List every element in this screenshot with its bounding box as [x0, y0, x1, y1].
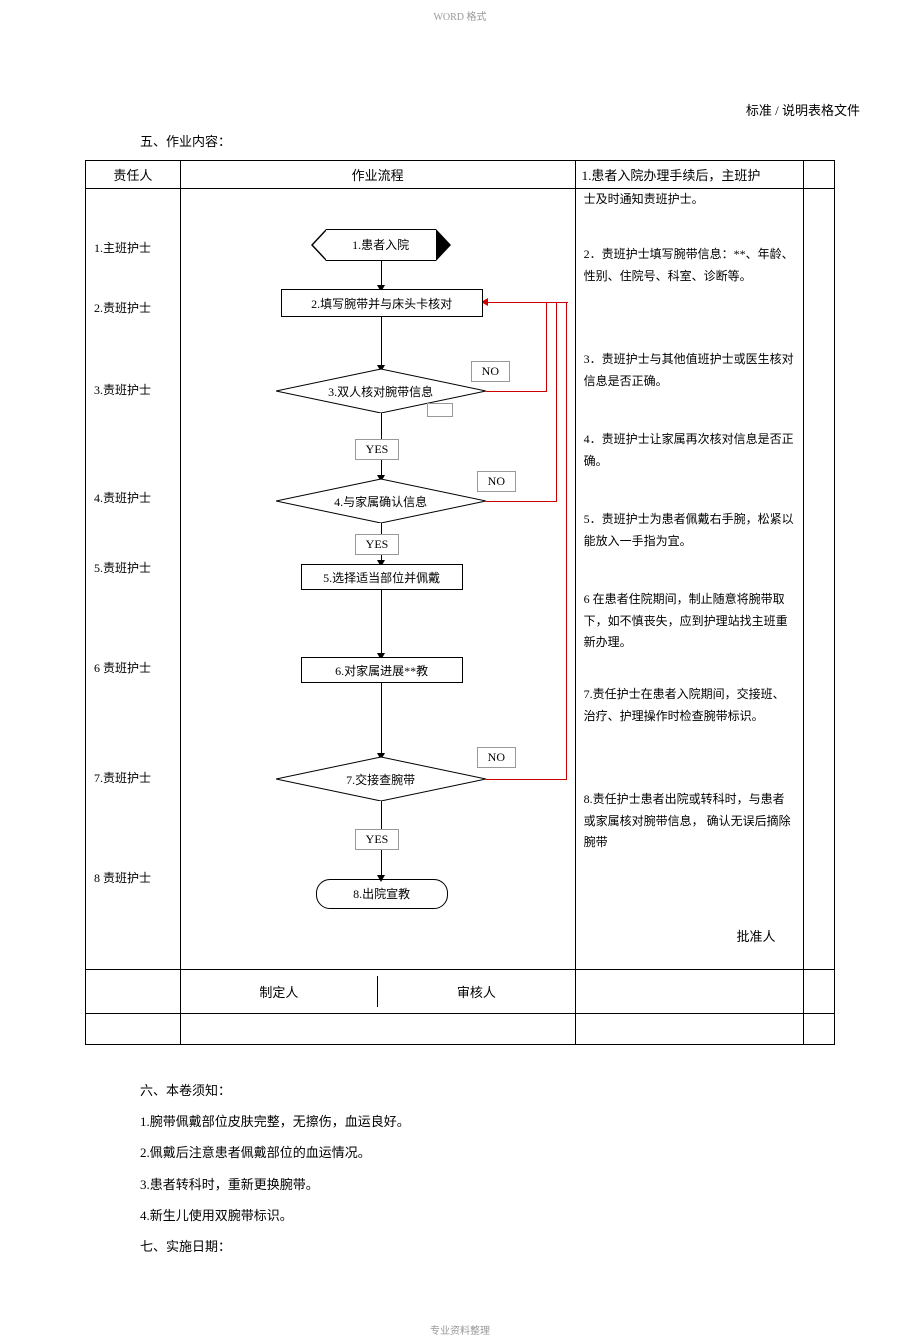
section6-title: 六、本卷须知：: [140, 1075, 920, 1106]
resp-5: 5.责班护士: [94, 559, 151, 576]
description-cell: 士及时通知责班护士。 2．责班护士填写腕带信息：**、年龄、性别、住院号、科室、…: [575, 189, 804, 970]
resp-7: 7.责班护士: [94, 769, 151, 786]
flow-node-1: 1.患者入院: [326, 229, 436, 261]
no-line: [546, 302, 547, 392]
auditor-label: 审核人: [378, 976, 575, 1007]
approver-label: 批准人: [584, 919, 796, 954]
flow-node-7: 7.交接查腕带: [276, 757, 486, 801]
header-desc-first: 1.患者入院办理手续后，主班护: [575, 161, 804, 189]
note-4: 4.新生儿使用双腕带标识。: [140, 1200, 920, 1231]
no-line: [566, 302, 567, 780]
footer-row-2: [86, 1014, 835, 1045]
flow-node-1-label: 1.患者入院: [352, 238, 409, 252]
resp-8: 8 责班护士: [94, 869, 151, 886]
section7-title: 七、实施日期：: [140, 1231, 920, 1262]
resp-2: 2.责班护士: [94, 299, 151, 316]
resp-3: 3.责班护士: [94, 381, 151, 398]
flow-node-4-label: 4.与家属确认信息: [276, 493, 486, 510]
no-line: [556, 302, 557, 502]
no-line: [486, 391, 546, 392]
connector: [381, 317, 382, 369]
resp-6: 6 责班护士: [94, 659, 151, 676]
desc-4: 4．责班护士让家属再次核对信息是否正确。: [584, 429, 796, 472]
flow-node-3: 3.双人核对腕带信息: [276, 369, 486, 413]
desc-3: 3．责班护士与其他值班护士或医生核对信息是否正确。: [584, 349, 796, 392]
header-responsible: 责任人: [86, 161, 181, 189]
connector: [381, 682, 382, 757]
header-flow: 作业流程: [180, 161, 575, 189]
no-line: [486, 302, 568, 303]
desc-5: 5．责班护士为患者佩戴右手腕，松紧以能放入一手指为宜。: [584, 509, 796, 552]
resp-4: 4.责班护士: [94, 489, 151, 506]
extra-cell: [804, 189, 835, 970]
watermark-top: WORD 格式: [0, 0, 920, 31]
resp-1: 1.主班护士: [94, 239, 151, 256]
flow-node-4: 4.与家属确认信息: [276, 479, 486, 523]
flow-node-2-label: 2.填写腕带并与床头卡核对: [311, 295, 452, 312]
section5-title: 五、作业内容：: [140, 131, 920, 150]
desc-2: 2．责班护士填写腕带信息：**、年龄、性别、住院号、科室、诊断等。: [584, 244, 796, 287]
table-header-row: 责任人 作业流程 1.患者入院办理手续后，主班护: [86, 161, 835, 189]
flow-node-8: 8.出院宣教: [316, 879, 448, 909]
desc-1b: 士及时通知责班护士。: [584, 189, 796, 211]
no-label-4: NO: [477, 471, 516, 492]
no-line: [486, 501, 556, 502]
connector: [381, 589, 382, 657]
yes-label-4: YES: [355, 534, 400, 555]
note-1: 1.腕带佩戴部位皮肤完整，无擦伤，血运良好。: [140, 1106, 920, 1137]
flow-node-3-label: 3.双人核对腕带信息: [276, 383, 486, 400]
desc-7: 7.责任护士在患者入院期间，交接班、治疗、护理操作时检查腕带标识。: [584, 684, 796, 727]
notes-section: 六、本卷须知： 1.腕带佩戴部位皮肤完整，无擦伤，血运良好。 2.佩戴后注意患者…: [140, 1075, 920, 1262]
flow-node-6: 6.对家属进展**教: [301, 657, 463, 683]
main-table: 责任人 作业流程 1.患者入院办理手续后，主班护 1.主班护士 2.责班护士 3…: [85, 160, 835, 1045]
flow-node-5-label: 5.选择适当部位并佩戴: [323, 569, 440, 586]
desc-8: 8.责任护士患者出院或转科时，与患者或家属核对腕带信息， 确认无误后摘除腕带: [584, 789, 796, 854]
flow-node-7-label: 7.交接查腕带: [276, 771, 486, 788]
no-label-7: NO: [477, 747, 516, 768]
corner-doc-type: 标准 / 说明表格文件: [746, 100, 860, 119]
no-line: [486, 779, 566, 780]
no-label-3: NO: [471, 361, 510, 382]
watermark-bottom: 专业资料整理: [0, 1322, 920, 1337]
flow-node-6-label: 6.对家属进展**教: [335, 662, 428, 679]
note-2: 2.佩戴后注意患者佩戴部位的血运情况。: [140, 1137, 920, 1168]
small-connector-box: [427, 403, 453, 417]
responsible-cell: 1.主班护士 2.责班护士 3.责班护士 4.责班护士 5.责班护士 6 责班护…: [86, 189, 181, 970]
flow-node-2: 2.填写腕带并与床头卡核对: [281, 289, 483, 317]
yes-label-7: YES: [355, 829, 400, 850]
maker-label: 制定人: [181, 976, 378, 1007]
flowchart-cell: 1.患者入院 2.填写腕带并与床头卡核对 3.双人核对腕带信息 NO YES 4…: [180, 189, 575, 970]
footer-row-1: 制定人 审核人: [86, 970, 835, 1014]
yes-label-3: YES: [355, 439, 400, 460]
desc-6: 6 在患者住院期间，制止随意将腕带取下，如不慎丧失，应到护理站找主班重新办理。: [584, 589, 796, 654]
flow-node-8-label: 8.出院宣教: [353, 887, 410, 901]
flow-node-5: 5.选择适当部位并佩戴: [301, 564, 463, 590]
header-extra: [804, 161, 835, 189]
note-3: 3.患者转科时，重新更换腕带。: [140, 1169, 920, 1200]
